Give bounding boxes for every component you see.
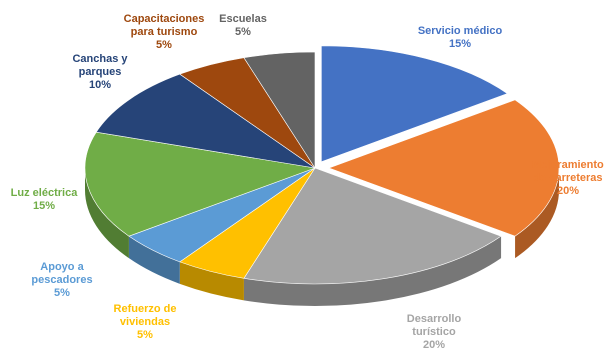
pie-slice-0 [321, 45, 509, 163]
pie-slice-2 [243, 167, 502, 285]
pie-side-3 [179, 261, 244, 301]
pie-slice-5 [84, 131, 317, 237]
pie-side-2 [243, 236, 502, 307]
pie-label-7: Capacitaciones para turismo 5% [124, 13, 205, 51]
pie-label-1: Mejoramiento de carreteras 20% [532, 159, 604, 197]
pie-side-5 [85, 168, 129, 259]
pie-sides [85, 168, 559, 307]
pie-label-8: Escuelas 5% [219, 13, 267, 38]
pie-slices [84, 45, 560, 285]
pie-labels: Servicio médico 15% Mejoramiento de carrete… [11, 13, 604, 351]
pie-side-4 [128, 236, 180, 284]
pie-label-4: Apoyo a pescadores 5% [31, 261, 92, 299]
pie-label-0: Servicio médico 15% [418, 25, 503, 50]
pie-slice-6 [95, 73, 316, 169]
pie-label-6: Canchas y parques 10% [72, 53, 128, 91]
pie-label-3: Refuerzo de viviendas 5% [114, 303, 177, 341]
pie-label-2: Desarrollo turístico 20% [407, 313, 462, 351]
pie-slice-1 [328, 99, 560, 237]
pie-slice-8 [243, 51, 316, 170]
pie-label-5: Luz eléctrica 15% [11, 187, 79, 212]
pie-side-1 [515, 168, 559, 259]
